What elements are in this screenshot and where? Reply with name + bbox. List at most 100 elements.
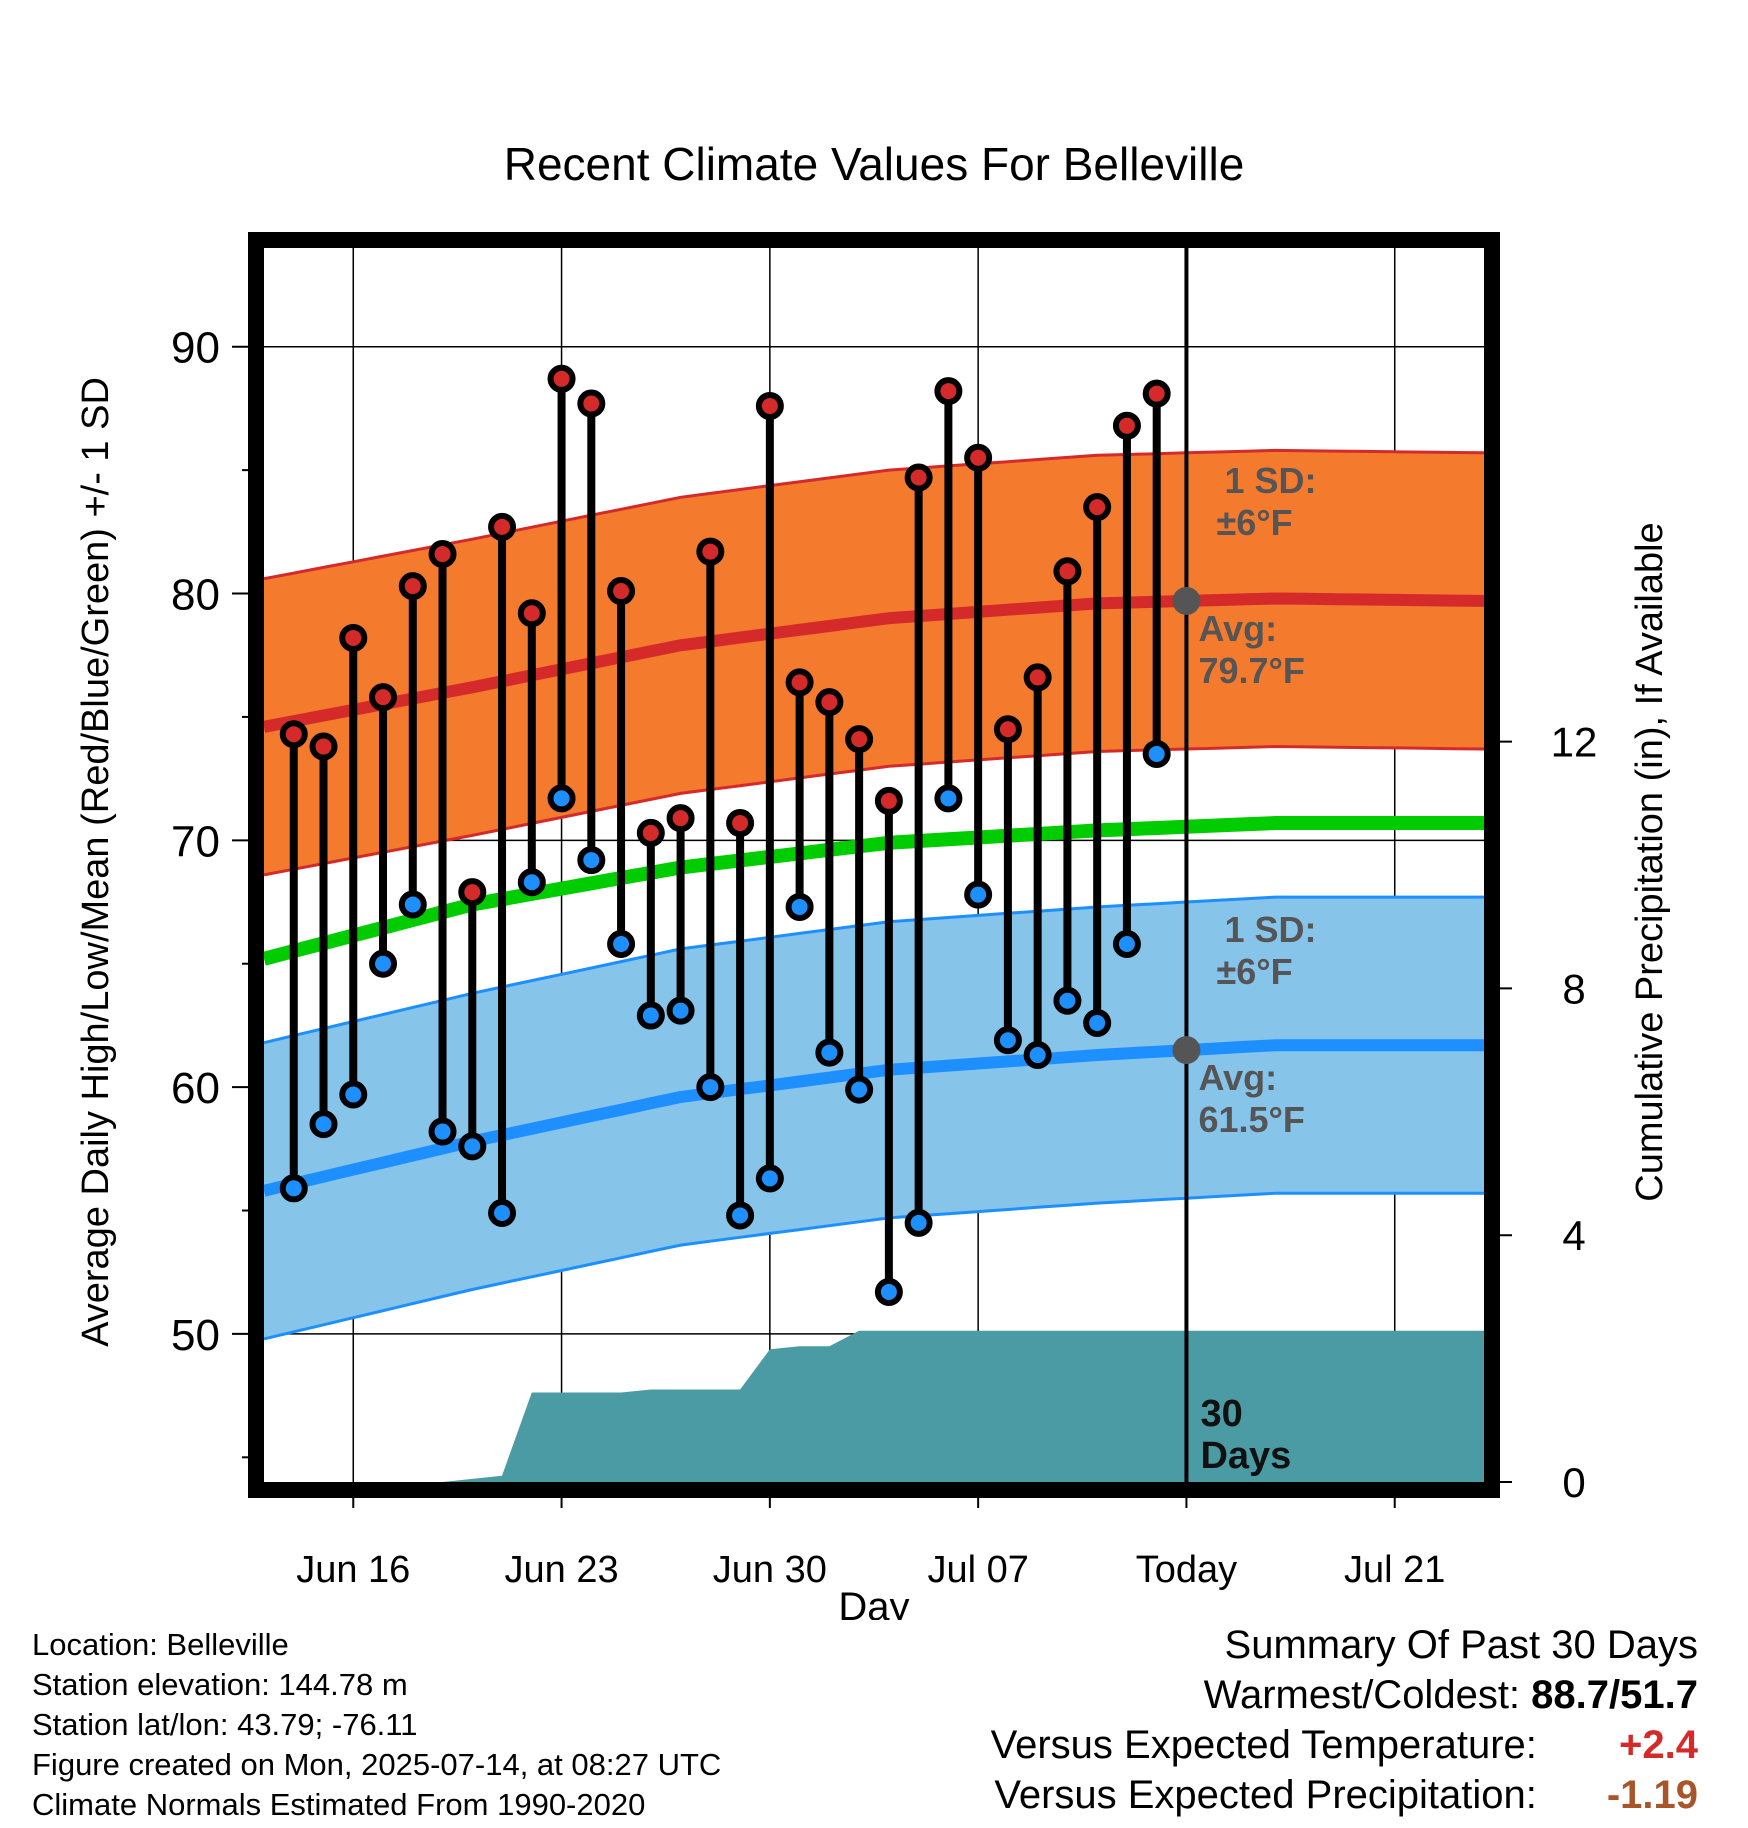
y2-tick-label: 12: [1551, 719, 1598, 766]
precip-area-layer: [383, 1330, 1484, 1482]
today-high-marker: [1172, 586, 1201, 615]
axes-layer: Jun 16 Jun 23 Jun 30 Jul 07 Today Jul 21 50 60 7…: [171, 324, 1597, 1591]
observed-low-point: [1053, 986, 1082, 1015]
observed-low-point: [1112, 929, 1141, 958]
observed-high-point: [696, 537, 725, 566]
observed-low-point: [934, 784, 963, 813]
precip-label: Versus Expected Precipitation:: [994, 1773, 1537, 1817]
high-sd-value: ±6°F: [1216, 502, 1292, 543]
observed-high-point: [993, 715, 1022, 744]
observed-high-point: [1142, 379, 1171, 408]
today-low-marker: [1172, 1036, 1201, 1065]
observed-high-point: [517, 599, 546, 628]
observed-high-point: [785, 668, 814, 697]
plot-frame: [248, 232, 1500, 1498]
observed-high-point: [1112, 411, 1141, 440]
low-band-upper-edge: [263, 895, 1484, 1045]
x-tick-label: Today: [1136, 1549, 1237, 1591]
observed-low-point: [815, 1038, 844, 1067]
observed-high-point: [398, 572, 427, 601]
observed-low-point: [964, 880, 993, 909]
observed-high-point: [636, 818, 665, 847]
observed-low-point: [993, 1026, 1022, 1055]
high-avg-label: Avg:: [1198, 608, 1277, 649]
observed-high-point: [428, 540, 457, 569]
precip-value: -1.19: [1606, 1773, 1698, 1817]
normal-bands-layer: [262, 448, 1485, 1341]
latlon-text: Station lat/lon: 43.79; -76.11: [32, 1707, 418, 1742]
plot-border: [248, 232, 1500, 1498]
low-band-lower-edge: [263, 1191, 1484, 1341]
observed-high-point: [369, 683, 398, 712]
normals-text: Climate Normals Estimated From 1990-2020: [32, 1787, 646, 1822]
elevation-text: Station elevation: 144.78 m: [32, 1667, 408, 1702]
days-count-label: 30: [1200, 1393, 1242, 1435]
observed-low-point: [369, 949, 398, 978]
climate-chart: Recent Climate Values For Belleville 1 S…: [75, 138, 1671, 1620]
temp-row: Versus Expected Temperature: +2.4: [991, 1720, 1698, 1770]
station-info: Location: Belleville Station elevation: …: [32, 1625, 721, 1825]
temp-value: +2.4: [1619, 1723, 1698, 1767]
observed-low-point: [309, 1110, 338, 1139]
observed-low-point: [517, 868, 546, 897]
high-avg-value: 79.7°F: [1198, 650, 1304, 691]
observed-high-point: [488, 512, 517, 541]
summary-panel: Summary Of Past 30 Days Warmest/Coldest:…: [991, 1620, 1698, 1820]
observed-high-point: [577, 389, 606, 418]
low-sd-value: ±6°F: [1216, 951, 1292, 992]
observed-high-point: [1083, 493, 1112, 522]
y2-axis-label: Cumulative Precipitation (in), If Availa…: [1629, 522, 1671, 1201]
y-tick-label: 50: [171, 1311, 220, 1360]
observed-high-point: [726, 809, 755, 838]
observed-low-point: [1083, 1008, 1112, 1037]
precip-area: [383, 1330, 1484, 1482]
observed-low-point: [279, 1174, 308, 1203]
x-tick-label: Jul 21: [1344, 1549, 1445, 1591]
y-axis-label: Average Daily High/Low/Mean (Red/Blue/Gr…: [75, 377, 117, 1347]
y2-tick-label: 0: [1562, 1459, 1585, 1506]
observed-high-point: [755, 391, 784, 420]
observed-low-point: [666, 996, 695, 1025]
observed-high-point: [458, 878, 487, 907]
high-sd-label: 1 SD:: [1224, 460, 1316, 501]
high-band-upper-edge: [263, 448, 1485, 581]
y-tick-label: 80: [171, 571, 220, 620]
x-tick-label: Jun 23: [505, 1549, 619, 1591]
observed-low-point: [726, 1201, 755, 1230]
warmest-row: Warmest/Coldest: 88.7/51.7: [991, 1670, 1698, 1720]
warmest-value: 88.7/51.7: [1531, 1673, 1698, 1717]
observed-low-point: [1142, 739, 1171, 768]
observed-low-point: [785, 892, 814, 921]
summary-title: Summary Of Past 30 Days: [1224, 1623, 1698, 1667]
observed-low-point: [428, 1117, 457, 1146]
observed-high-point: [934, 377, 963, 406]
observed-high-point: [1053, 557, 1082, 586]
low-sd-label: 1 SD:: [1224, 909, 1316, 950]
x-axis-label: Day: [838, 1585, 909, 1620]
observed-low-point: [547, 784, 576, 813]
y-tick-label: 60: [171, 1064, 220, 1113]
y2-tick-label: 4: [1562, 1212, 1585, 1259]
observed-low-point: [904, 1208, 933, 1237]
created-text: Figure created on Mon, 2025-07-14, at 08…: [32, 1747, 722, 1782]
low-avg-label: Avg:: [1198, 1057, 1277, 1098]
x-tick-label: Jun 16: [296, 1549, 410, 1591]
observed-high-point: [904, 463, 933, 492]
observed-low-point: [398, 890, 427, 919]
temp-label: Versus Expected Temperature:: [990, 1723, 1537, 1767]
observed-high-point: [607, 577, 636, 606]
days-text-label: Days: [1200, 1435, 1291, 1477]
normal-high-line: [262, 592, 1485, 733]
x-tick-label: Jul 07: [927, 1549, 1028, 1591]
observed-low-point: [755, 1164, 784, 1193]
observed-low-point: [488, 1198, 517, 1227]
y2-tick-label: 8: [1562, 965, 1585, 1012]
observed-high-point: [309, 732, 338, 761]
high-sd-band: [264, 450, 1484, 875]
observed-low-point: [636, 1001, 665, 1030]
low-sd-band: [264, 897, 1484, 1339]
observed-low-point: [458, 1132, 487, 1161]
normal-mean-line: [262, 816, 1484, 966]
observed-low-point: [607, 929, 636, 958]
